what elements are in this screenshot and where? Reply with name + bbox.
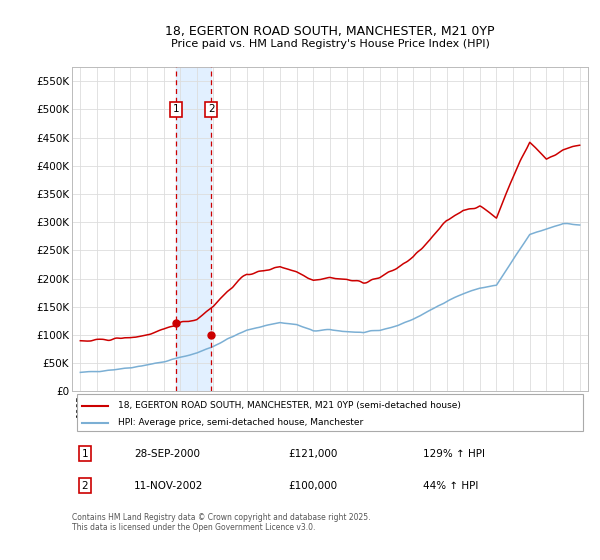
Text: 28-SEP-2000: 28-SEP-2000	[134, 449, 200, 459]
Text: 1: 1	[173, 105, 179, 114]
Text: 2: 2	[208, 105, 215, 114]
Text: 2: 2	[82, 480, 88, 491]
Text: Price paid vs. HM Land Registry's House Price Index (HPI): Price paid vs. HM Land Registry's House …	[170, 39, 490, 49]
Text: Contains HM Land Registry data © Crown copyright and database right 2025.
This d: Contains HM Land Registry data © Crown c…	[72, 512, 371, 532]
Text: £100,000: £100,000	[289, 480, 338, 491]
Text: 1: 1	[82, 449, 88, 459]
Text: £121,000: £121,000	[289, 449, 338, 459]
Text: 129% ↑ HPI: 129% ↑ HPI	[423, 449, 485, 459]
FancyBboxPatch shape	[77, 394, 583, 431]
Bar	[176, 67, 211, 391]
Text: 11-NOV-2002: 11-NOV-2002	[134, 480, 203, 491]
Text: HPI: Average price, semi-detached house, Manchester: HPI: Average price, semi-detached house,…	[118, 418, 364, 427]
Text: 18, EGERTON ROAD SOUTH, MANCHESTER, M21 0YP: 18, EGERTON ROAD SOUTH, MANCHESTER, M21 …	[165, 25, 495, 38]
Text: 18, EGERTON ROAD SOUTH, MANCHESTER, M21 0YP (semi-detached house): 18, EGERTON ROAD SOUTH, MANCHESTER, M21 …	[118, 402, 461, 410]
Text: 44% ↑ HPI: 44% ↑ HPI	[423, 480, 478, 491]
